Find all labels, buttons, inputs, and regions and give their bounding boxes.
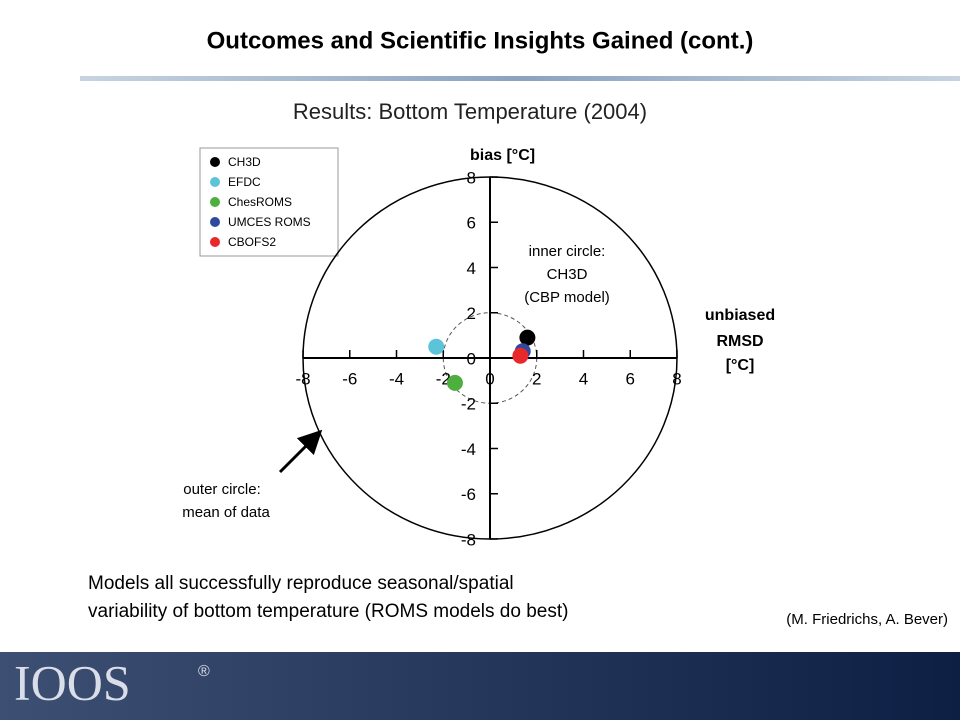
y-tick-label: -8 [461, 530, 476, 549]
body-text: Models all successfully reproduce season… [88, 573, 514, 594]
annotation: CH3D [547, 266, 588, 283]
data-point [519, 329, 536, 346]
logo: IOOS [14, 654, 131, 710]
logo-mark: ® [198, 663, 210, 680]
body-text: variability of bottom temperature (ROMS … [88, 601, 568, 622]
x-tick-label: -6 [342, 369, 357, 388]
annotation: (CBP model) [524, 289, 610, 306]
chart-title: Results: Bottom Temperature (2004) [293, 99, 647, 124]
y-tick-label: 0 [467, 349, 476, 368]
legend-swatch [210, 177, 220, 187]
x-axis-label: [°C] [726, 357, 755, 374]
annotation: mean of data [182, 504, 270, 521]
x-tick-label: -8 [295, 369, 310, 388]
annotation: inner circle: [529, 243, 606, 260]
plot: -8 -6 -4 -2 0 2 4 6 8-8-6-4-202468CH3DEFDCChesRO… [210, 155, 682, 549]
x-tick-label: 4 [579, 369, 588, 388]
legend-label: CH3D [228, 155, 261, 169]
y-axis-label: bias [°C] [470, 147, 535, 164]
y-tick-label: -2 [461, 395, 476, 414]
legend-label: CBOFS2 [228, 235, 276, 249]
credit: (M. Friedrichs, A. Bever) [786, 611, 948, 628]
x-tick-label: 6 [626, 369, 635, 388]
x-axis-label: RMSD [716, 333, 763, 350]
y-tick-label: 6 [467, 214, 476, 233]
y-tick-label: -4 [461, 440, 476, 459]
data-point [446, 374, 463, 391]
legend-swatch [210, 237, 220, 247]
y-tick-label: 8 [467, 168, 476, 187]
legend-swatch [210, 157, 220, 167]
legend-label: ChesROMS [228, 195, 292, 209]
legend-label: UMCES ROMS [228, 215, 311, 229]
x-tick-label: -4 [389, 369, 404, 388]
legend-box [199, 147, 339, 257]
legend-swatch [210, 197, 220, 207]
annotation-arrow [278, 429, 323, 474]
legend-swatch [210, 217, 220, 227]
footer-band [0, 652, 960, 720]
x-tick-label: 2 [532, 369, 541, 388]
title-rule [80, 76, 960, 81]
x-axis-label: unbiased [705, 307, 775, 324]
y-tick-label: -6 [461, 485, 476, 504]
legend-label: EFDC [228, 175, 261, 189]
data-point [428, 338, 445, 355]
slide-title: Outcomes and Scientific Insights Gained … [207, 27, 754, 54]
data-point [512, 347, 529, 364]
x-tick-label: 0 [485, 369, 494, 388]
annotation: outer circle: [183, 481, 261, 498]
y-tick-label: 2 [467, 304, 476, 323]
x-tick-label: 8 [672, 369, 681, 388]
y-tick-label: 4 [467, 259, 476, 278]
